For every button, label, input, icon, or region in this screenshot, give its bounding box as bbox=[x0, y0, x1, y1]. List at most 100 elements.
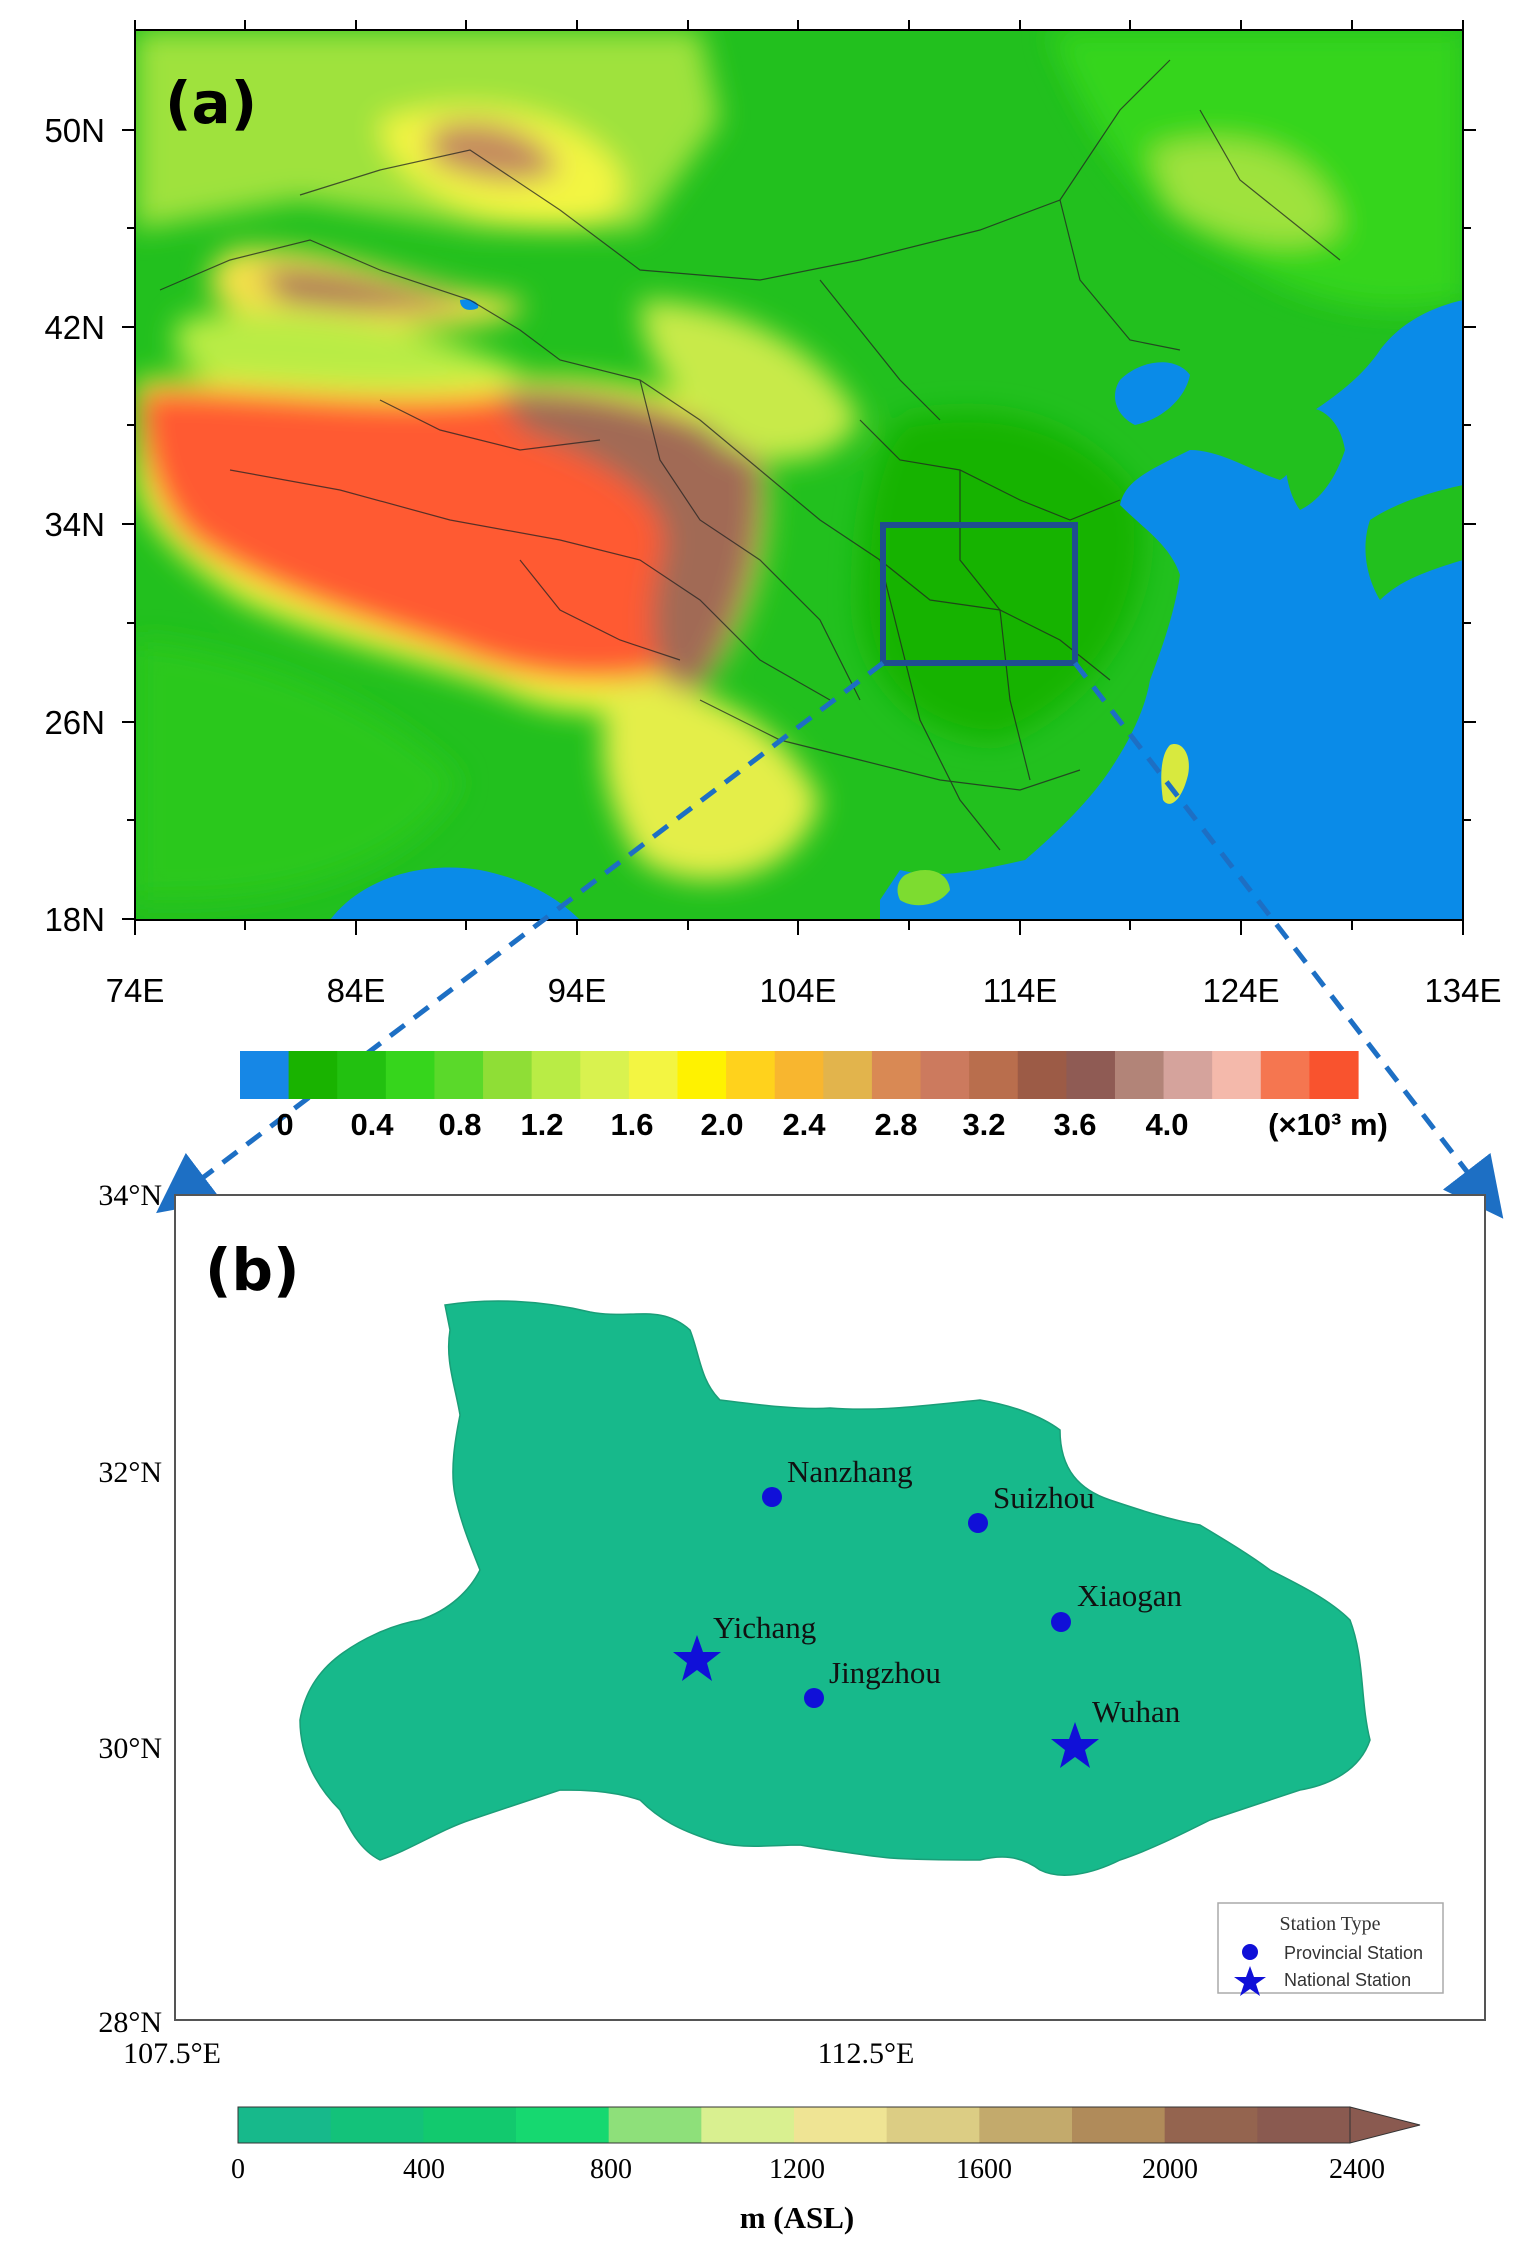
study-region-box bbox=[880, 522, 1078, 666]
colorbar-swatch bbox=[886, 2107, 980, 2143]
colorbar-swatch bbox=[434, 1051, 484, 1099]
colorbar-b-labels: 0 400 800 1200 1600 2000 2400 bbox=[231, 2154, 1385, 2185]
colorbar-b: 0 400 800 1200 1600 2000 2400 m (ASL) bbox=[231, 2106, 1421, 2235]
colorbar-swatch bbox=[1164, 2107, 1258, 2143]
borders bbox=[159, 59, 1341, 851]
colorbar-a-swatches bbox=[240, 1051, 1359, 1099]
x-tick-label: 112.5°E bbox=[818, 2037, 915, 2070]
colorbar-b-extension bbox=[1349, 2106, 1421, 2144]
station-label: Nanzhang bbox=[787, 1454, 913, 1489]
x-tick-label: 114E bbox=[983, 972, 1058, 1009]
colorbar-a: 0 0.4 0.8 1.2 1.6 2.0 2.4 2.8 3.2 3.6 4.… bbox=[240, 1051, 1388, 1142]
colorbar-swatch bbox=[969, 1051, 1019, 1099]
cb-a-tick-label: 1.2 bbox=[520, 1107, 563, 1142]
panel-b-map: Nanzhang Suizhou Xiaogan Yichang Jingzho… bbox=[98, 1179, 1486, 2070]
colorbar-swatch bbox=[580, 1051, 630, 1099]
x-tick-label: 74E bbox=[106, 972, 165, 1009]
colorbar-swatch bbox=[240, 1051, 290, 1099]
colorbar-swatch bbox=[1212, 1051, 1262, 1099]
colorbar-swatch bbox=[701, 2107, 795, 2143]
colorbar-swatch bbox=[774, 1051, 824, 1099]
y-tick-label: 42N bbox=[44, 309, 105, 346]
station-marker-national bbox=[673, 1635, 721, 1681]
x-tick-label: 134E bbox=[1424, 972, 1501, 1009]
cb-a-tick-label: 0.8 bbox=[438, 1107, 481, 1142]
colorbar-swatch bbox=[1309, 1051, 1359, 1099]
colorbar-a-labels: 0 0.4 0.8 1.2 1.6 2.0 2.4 2.8 3.2 3.6 4.… bbox=[276, 1107, 1387, 1142]
y-tick-label: 34°N bbox=[98, 1179, 162, 1212]
terrain-a bbox=[135, 30, 1463, 920]
x-tick-label: 84E bbox=[327, 972, 386, 1009]
ocean bbox=[330, 299, 1463, 920]
x-tick-label: 124E bbox=[1202, 972, 1279, 1009]
colorbar-swatch bbox=[1260, 1051, 1310, 1099]
y-tick-label: 34N bbox=[44, 506, 105, 543]
panel-b-frame bbox=[174, 1194, 1486, 2021]
station-label: Yichang bbox=[713, 1610, 816, 1645]
y-tick-label: 30°N bbox=[98, 1732, 162, 1765]
colorbar-swatch bbox=[794, 2107, 888, 2143]
cb-a-tick-label: 2.8 bbox=[874, 1107, 917, 1142]
legend-item-label: National Station bbox=[1284, 1970, 1411, 1990]
cb-b-tick-label: 0 bbox=[231, 2154, 245, 2185]
cb-a-tick-label: 3.2 bbox=[962, 1107, 1005, 1142]
legend-item-label: Provincial Station bbox=[1284, 1943, 1423, 1963]
cb-a-unit: (×10³ m) bbox=[1268, 1107, 1388, 1142]
zoom-connectors bbox=[156, 661, 1504, 1219]
colorbar-swatch bbox=[979, 2107, 1073, 2143]
y-tick-label: 50N bbox=[44, 112, 105, 149]
y-tick-label: 26N bbox=[44, 704, 105, 741]
panel-a-ticks bbox=[122, 20, 1476, 935]
colorbar-swatch bbox=[1114, 1051, 1165, 1099]
station-marker-provincial bbox=[968, 1513, 988, 1533]
x-tick-label: 104E bbox=[759, 972, 836, 1009]
colorbar-swatch bbox=[385, 1051, 436, 1099]
colorbar-swatch bbox=[1163, 1051, 1213, 1099]
cb-a-tick-label: 2.0 bbox=[700, 1107, 743, 1142]
station-marker-provincial bbox=[1051, 1612, 1071, 1632]
panel-a-map: 74E 84E 94E 104E 114E 124E 134E 50N 42N … bbox=[44, 20, 1502, 1009]
terrain-shading bbox=[135, 30, 1463, 900]
panel-b-label: (b) bbox=[205, 1236, 300, 1304]
colorbar-b-swatches bbox=[237, 2106, 1351, 2144]
station-label: Xiaogan bbox=[1077, 1578, 1183, 1613]
colorbar-swatch bbox=[823, 1051, 873, 1099]
colorbar-swatch bbox=[423, 2107, 517, 2143]
station-label: Wuhan bbox=[1092, 1694, 1181, 1729]
x-tick-label: 94E bbox=[548, 972, 607, 1009]
station-marker-provincial bbox=[762, 1487, 782, 1507]
colorbar-swatch bbox=[608, 2107, 702, 2143]
cb-a-tick-label: 3.6 bbox=[1053, 1107, 1096, 1142]
cb-a-tick-label: 0.4 bbox=[350, 1107, 394, 1142]
y-tick-label: 32°N bbox=[98, 1456, 162, 1489]
panel-b-x-tick-labels: 107.5°E 112.5°E bbox=[123, 2037, 914, 2070]
colorbar-swatch bbox=[337, 1051, 387, 1099]
colorbar-swatch bbox=[1066, 1051, 1116, 1099]
station-label: Suizhou bbox=[993, 1480, 1095, 1515]
panel-a-x-tick-labels: 74E 84E 94E 104E 114E 124E 134E bbox=[106, 972, 1502, 1009]
panel-a-y-tick-labels: 50N 42N 34N 26N 18N bbox=[44, 112, 105, 938]
colorbar-swatch bbox=[1017, 1051, 1067, 1099]
panel-a-label: (a) bbox=[165, 69, 257, 137]
cb-b-tick-label: 2000 bbox=[1142, 2154, 1198, 2185]
cb-b-tick-label: 800 bbox=[590, 2154, 632, 2185]
y-tick-label: 18N bbox=[44, 901, 105, 938]
station-marker-provincial bbox=[804, 1688, 824, 1708]
colorbar-swatch bbox=[1072, 2107, 1166, 2143]
station-label: Jingzhou bbox=[829, 1655, 941, 1690]
colorbar-swatch bbox=[628, 1051, 679, 1099]
panel-b-y-tick-labels: 34°N 32°N 30°N 28°N bbox=[98, 1179, 162, 2039]
legend-title: Station Type bbox=[1279, 1913, 1380, 1935]
cb-a-tick-label: 0 bbox=[276, 1107, 293, 1142]
colorbar-swatch bbox=[288, 1051, 338, 1099]
colorbar-swatch bbox=[871, 1051, 922, 1099]
colorbar-swatch bbox=[330, 2107, 424, 2143]
legend-national-marker bbox=[1234, 1966, 1266, 1996]
y-tick-label: 28°N bbox=[98, 2006, 162, 2039]
colorbar-swatch bbox=[920, 1051, 970, 1099]
colorbar-swatch bbox=[483, 1051, 533, 1099]
cb-b-tick-label: 2400 bbox=[1329, 2154, 1385, 2185]
cb-b-tick-label: 400 bbox=[403, 2154, 445, 2185]
cb-a-tick-label: 4.0 bbox=[1145, 1107, 1188, 1142]
